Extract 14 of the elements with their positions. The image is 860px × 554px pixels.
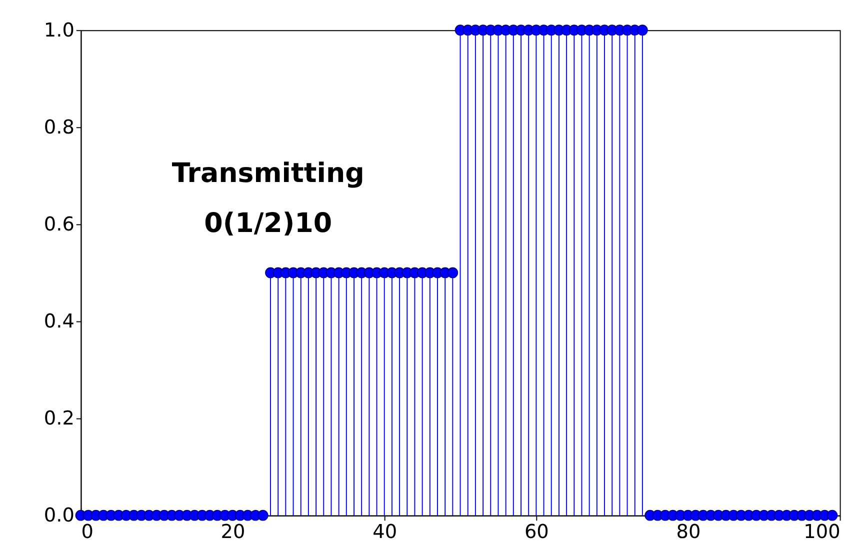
x-tick-label: 80 — [676, 520, 701, 543]
x-tick-label: 40 — [372, 520, 398, 543]
y-tick-label: 0.6 — [44, 212, 74, 236]
y-tick-label: 0.2 — [44, 406, 74, 430]
y-tick-label: 0.4 — [44, 310, 74, 333]
annotation: 0(1/2)10 — [204, 208, 332, 239]
y-tick-label: 1.0 — [44, 18, 74, 42]
x-tick-label: 0 — [81, 520, 94, 543]
x-tick-label: 60 — [524, 520, 549, 543]
y-tick-label: 0.8 — [44, 115, 74, 138]
x-tick-label: 100 — [804, 520, 840, 543]
x-tick-label: 20 — [220, 520, 246, 543]
y-tick-label: 0.0 — [44, 504, 74, 527]
annotation: Transmitting — [172, 158, 364, 189]
